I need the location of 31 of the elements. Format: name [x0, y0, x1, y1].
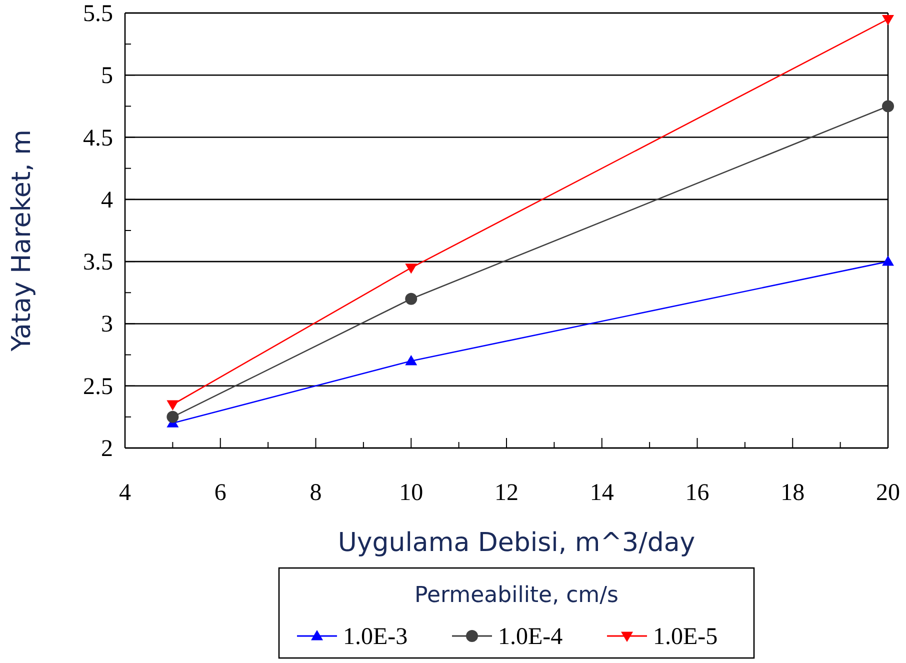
y-tick-label: 4.5 [83, 125, 113, 152]
point [882, 100, 894, 112]
point [405, 264, 418, 274]
point [405, 292, 418, 305]
x-tick-label: 6 [214, 480, 226, 506]
x-tick-label: 16 [685, 480, 710, 506]
x-tick-label: 14 [590, 480, 614, 506]
y-tick-label: 2.5 [83, 374, 113, 400]
legend-label: 1.0E-3 [343, 624, 408, 650]
point [882, 15, 894, 26]
point [882, 256, 894, 266]
y-tick-label: 3 [101, 312, 113, 338]
x-tick-label: 18 [780, 480, 805, 506]
y-tick-label: 4 [101, 187, 113, 214]
legend-label: 1.0E-4 [498, 624, 563, 650]
x-tick-label: 20 [876, 480, 900, 506]
legend-label: 1.0E-5 [653, 624, 718, 650]
x-tick-label: 12 [494, 480, 518, 506]
x-tick-label: 10 [399, 480, 424, 506]
legend-title: Permeabilite, cm/s [414, 583, 618, 608]
x-tick-label: 4 [119, 480, 131, 506]
y-tick-label: 3.5 [83, 250, 113, 276]
y-tick-label: 5.5 [83, 1, 113, 27]
point [166, 400, 179, 410]
y-tick-label: 5 [101, 63, 113, 90]
x-tick-label: 8 [310, 480, 322, 506]
point [166, 410, 179, 423]
y-axis-title: Yatay Hareket, m [7, 130, 37, 352]
point [405, 355, 418, 366]
x-axis-title: Uygulama Debisi, m^3/day [338, 528, 696, 558]
y-tick-label: 2 [101, 436, 113, 462]
